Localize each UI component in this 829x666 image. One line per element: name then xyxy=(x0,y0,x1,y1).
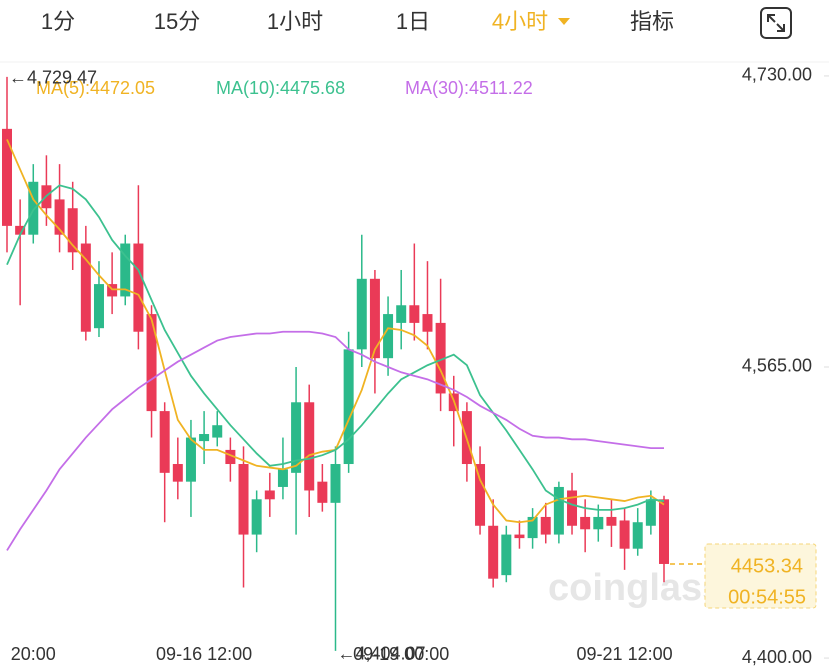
candle-body xyxy=(501,534,512,576)
candle-body xyxy=(120,243,131,297)
candle-body xyxy=(317,481,328,503)
candle-body xyxy=(527,516,538,539)
candle-body xyxy=(593,516,604,530)
countdown: 00:54:55 xyxy=(728,586,806,608)
tab[interactable]: 1分 xyxy=(41,9,75,34)
y-tick-label: 4,730.00 xyxy=(742,65,812,85)
candle-body xyxy=(304,402,315,491)
candle-body xyxy=(28,181,39,235)
ma-line xyxy=(6,184,665,511)
candle-body xyxy=(606,516,617,526)
candle-body xyxy=(343,349,354,465)
candle-body xyxy=(540,516,551,535)
candle-body xyxy=(488,525,499,579)
x-tick-label: 09-19 00:00 xyxy=(353,644,449,664)
last-price-label: 4453.34 xyxy=(731,555,803,577)
candle-body xyxy=(238,464,249,535)
expand-icon[interactable] xyxy=(760,7,792,39)
x-tick-label: 09-16 12:00 xyxy=(156,644,252,664)
legend-entry: MA(30):4511.22 xyxy=(405,78,533,98)
candle-body xyxy=(659,499,669,564)
y-tick-label: 4,400.00 xyxy=(742,647,812,666)
candle-body xyxy=(369,278,380,359)
candle-body xyxy=(422,314,433,332)
candle-body xyxy=(553,486,564,535)
candle-body xyxy=(185,437,196,482)
candle-body xyxy=(396,305,407,323)
candle-body xyxy=(146,314,157,412)
x-tick-label: 20:00 xyxy=(11,644,56,664)
candle-body xyxy=(383,314,394,359)
candle-body xyxy=(2,128,12,226)
candle-body xyxy=(80,243,91,332)
candle-body xyxy=(264,490,275,500)
legend-entry: MA(5):4472.05 xyxy=(36,78,155,98)
candle-body xyxy=(475,464,486,526)
candle-body xyxy=(277,469,288,487)
candle-body xyxy=(133,243,144,332)
tab[interactable]: 指标 xyxy=(630,9,674,34)
candle-body xyxy=(172,464,183,482)
min-annotation: ←4,404.07 xyxy=(338,644,426,664)
candle-body xyxy=(619,520,630,549)
tab[interactable]: 1日 xyxy=(396,9,430,34)
candle-body xyxy=(580,516,591,530)
candle-body xyxy=(67,208,78,253)
candle-body xyxy=(409,305,420,323)
candle-body xyxy=(330,464,341,503)
legend-entry: MA(10):4475.68 xyxy=(216,78,345,98)
candle-body xyxy=(159,411,170,473)
candle-body xyxy=(251,499,262,535)
candle-body xyxy=(15,225,26,235)
tab[interactable]: 4小时 xyxy=(492,9,548,34)
price-tag xyxy=(704,543,817,609)
candle-body xyxy=(54,199,65,235)
candle-body xyxy=(435,322,446,394)
candle-body xyxy=(291,402,302,473)
y-tick-label: 4,565.00 xyxy=(742,356,812,376)
candle-body xyxy=(567,490,578,526)
tab[interactable]: 1小时 xyxy=(267,9,323,34)
candle-body xyxy=(212,425,223,438)
max-annotation: ←4,729.47 xyxy=(9,68,97,88)
candle-body xyxy=(356,278,367,350)
tab-dropdown-icon xyxy=(558,18,570,25)
candle-body xyxy=(93,284,104,329)
candle-body xyxy=(225,449,236,465)
candle-body xyxy=(514,534,525,539)
x-tick-label: 09-21 12:00 xyxy=(577,644,673,664)
candle-body xyxy=(645,499,656,526)
tab[interactable]: 15分 xyxy=(154,9,200,34)
ma-line xyxy=(6,330,664,551)
candle-body xyxy=(199,434,210,442)
candle-body xyxy=(632,522,643,549)
